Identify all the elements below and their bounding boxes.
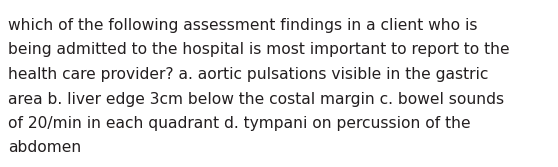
Text: which of the following assessment findings in a client who is: which of the following assessment findin… (8, 18, 478, 33)
Text: health care provider? a. aortic pulsations visible in the gastric: health care provider? a. aortic pulsatio… (8, 67, 488, 82)
Text: being admitted to the hospital is most important to report to the: being admitted to the hospital is most i… (8, 42, 509, 57)
Text: area b. liver edge 3cm below the costal margin c. bowel sounds: area b. liver edge 3cm below the costal … (8, 92, 504, 107)
Text: of 20/min in each quadrant d. tympani on percussion of the: of 20/min in each quadrant d. tympani on… (8, 116, 470, 131)
Text: abdomen: abdomen (8, 140, 81, 155)
